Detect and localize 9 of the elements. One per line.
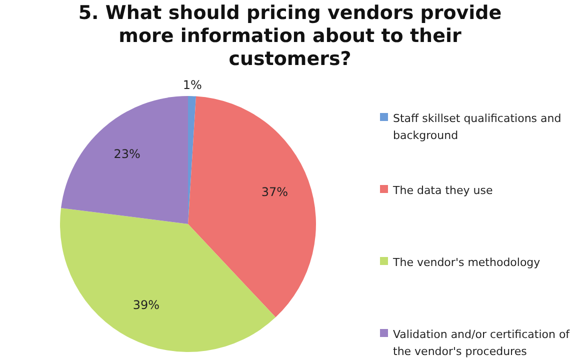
chart-title: 5. What should pricing vendors provide more information about to their customers?: [77, 2, 503, 71]
data-label: 1%: [182, 78, 202, 92]
legend-label: Validation and/or certification of the vendor's procedures: [393, 327, 571, 358]
data-label: 37%: [261, 184, 288, 199]
data-label: 23%: [114, 146, 140, 161]
legend-label: The vendor's methodology: [393, 255, 540, 271]
data-label: 39%: [132, 298, 160, 312]
legend-label: The data they use: [393, 183, 493, 199]
legend-label: Staff skillset qualifications and background: [393, 111, 562, 144]
